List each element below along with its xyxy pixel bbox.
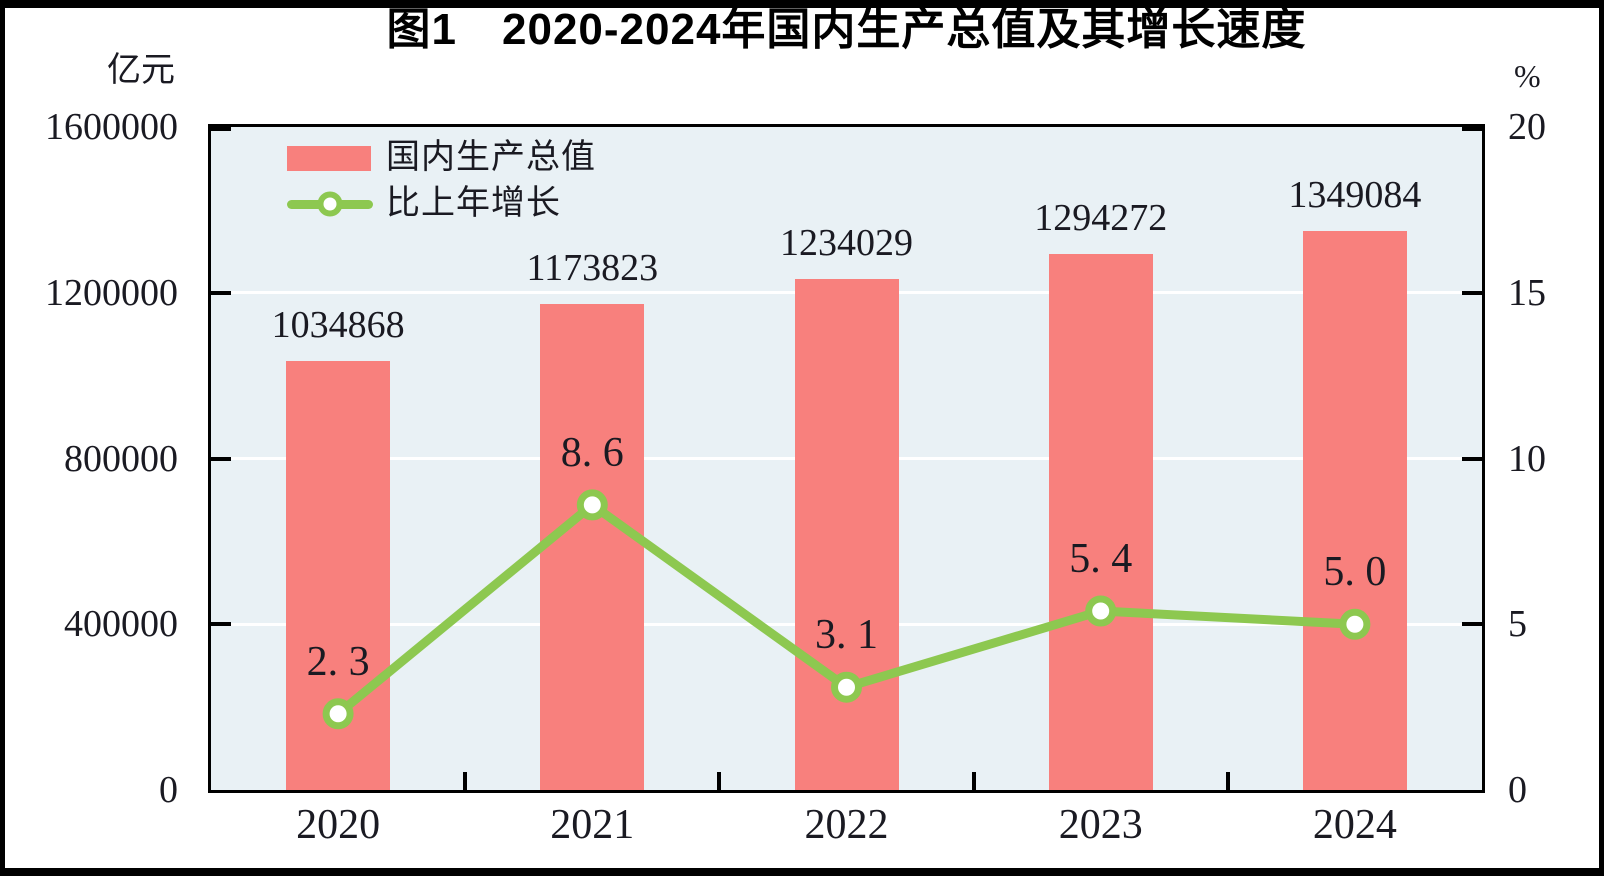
left-axis-tick [211,290,231,295]
x-axis-tick [1225,772,1230,790]
x-axis-label-2022: 2022 [804,802,889,848]
legend-label: 比上年增长 [386,185,561,222]
left-axis-unit: 亿元 [107,52,175,89]
bar-value-label: 1294272 [1034,196,1168,239]
x-axis-label-2023: 2023 [1058,802,1143,848]
left-axis-tick-label: 800000 [64,437,178,480]
right-axis-tick-label: 5 [1508,603,1527,646]
right-axis-tick-label: 10 [1508,437,1546,480]
growth-marker [1339,608,1371,640]
growth-value-label: 3. 1 [815,612,878,659]
growth-value-label: 5. 4 [1069,536,1133,582]
x-axis-label-2020: 2020 [296,802,381,848]
x-axis-label-2021: 2021 [550,802,635,848]
growth-value-label: 8. 6 [560,429,624,476]
growth-marker [576,489,608,521]
growth-line-swatch [287,191,373,217]
right-axis-tick [1462,622,1482,627]
left-axis-tick-label: 1200000 [45,271,178,314]
growth-marker [1085,595,1117,627]
growth-value-label: 5. 0 [1323,549,1387,596]
growth-value-label: 2. 3 [306,638,370,685]
bar-value-label: 1034868 [271,304,405,347]
x-axis-tick [463,772,468,790]
gdp-bar-2023 [1048,253,1153,790]
gdp-bar-2021 [540,303,645,790]
growth-line-chart [322,489,1371,730]
bar-value-label: 1349084 [1288,173,1422,216]
legend-label: 国内生产总值 [386,139,596,176]
legend-item: 比上年增长 [287,181,596,227]
right-axis-tick [1462,290,1482,295]
left-axis-tick [211,622,231,627]
growth-marker-icon [317,191,343,217]
right-axis-tick-label: 15 [1508,271,1546,314]
gdp-bar-swatch [287,145,371,171]
right-axis-tick [1462,456,1482,461]
legend: 国内生产总值 比上年增长 [287,135,596,227]
bar-value-label: 1173823 [526,246,659,289]
left-axis-tick [211,456,231,461]
gdp-bar-2022 [794,278,899,790]
right-axis-tick-label: 20 [1508,106,1546,148]
chart-title: 图1 2020-2024年国内生产总值及其增长速度 [386,5,1307,54]
bar-value-label: 1234029 [780,221,913,264]
plot-area: 国内生产总值 比上年增长 1034868 1173823 1234029 1294272… [208,124,1485,793]
growth-marker [831,671,862,703]
left-axis-tick [211,127,231,131]
x-axis-tick [717,772,722,790]
x-axis-tick [971,772,976,790]
left-axis-tick-label: 0 [159,769,178,811]
legend-item: 国内生产总值 [287,135,596,181]
left-axis-tick-label: 400000 [64,603,178,646]
right-axis-unit: % [1514,58,1541,94]
growth-marker [322,698,354,730]
left-axis-tick-label: 1600000 [45,106,178,148]
right-axis-tick-label: 0 [1508,769,1527,811]
x-axis-label-2024: 2024 [1312,802,1397,848]
right-axis-tick [1462,127,1482,131]
gdp-bar-2024 [1302,230,1407,790]
